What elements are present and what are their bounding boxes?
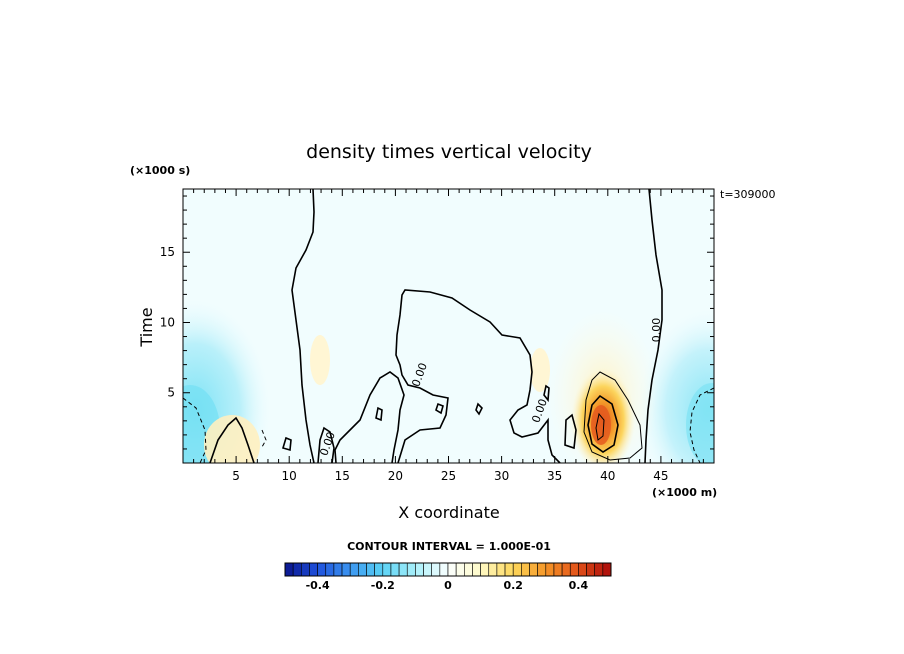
colorbar-cell <box>374 562 384 577</box>
colorbar-cell <box>406 562 416 577</box>
y-axis-label: Time <box>137 307 156 347</box>
zero-contour-lobe <box>334 371 405 463</box>
colorbar-cell <box>529 562 538 577</box>
colorbar-cell <box>447 562 457 577</box>
contour-interval-label: CONTOUR INTERVAL = 1.000E-01 <box>347 540 551 553</box>
field-warm-left <box>204 415 260 463</box>
plot-area: 0.00 0.00 0.00 0.00 <box>183 189 714 463</box>
axis-tick-labels: 5 10 15 20 25 30 35 40 45 5 10 15 <box>160 245 669 483</box>
zero-contour-small-5 <box>543 384 550 403</box>
colorbar-tick-label: 0 <box>444 579 452 592</box>
x-tick-label: 35 <box>547 469 562 483</box>
colorbar-cell <box>415 562 424 577</box>
zero-contour-right <box>644 189 663 463</box>
colorbar-cell <box>317 562 327 577</box>
field-warm-mid <box>310 335 330 385</box>
zero-contour-small-8 <box>435 402 444 415</box>
zero-contour-left <box>291 189 315 463</box>
contour-pos-3 <box>595 412 605 441</box>
colorbar-cell <box>496 562 506 577</box>
colorbar-cell <box>553 562 563 577</box>
colorbar-cell <box>504 562 514 577</box>
colorbar-cell <box>366 562 375 577</box>
colorbar-cell <box>537 562 547 577</box>
colorbar-cell <box>472 562 481 577</box>
colorbar-cell <box>455 562 465 577</box>
x-axis-label: X coordinate <box>398 503 499 522</box>
colorbar-cell <box>439 562 449 577</box>
colorbar-cell <box>586 562 595 577</box>
contour-neg-left-2 <box>261 429 267 448</box>
contour-label-group: 0.00 0.00 0.00 0.00 <box>317 318 663 458</box>
colorbar-cell <box>398 562 408 577</box>
colorbar-tick-label: 0.4 <box>569 579 589 592</box>
x-tick-label: 40 <box>600 469 615 483</box>
colorbar-cell <box>569 562 579 577</box>
contour-label: 0.00 <box>650 318 663 343</box>
contour-pos-1 <box>583 371 643 461</box>
colorbar-cell <box>382 562 392 577</box>
colorbar-cell <box>349 562 359 577</box>
zero-contour-small-6 <box>475 402 483 416</box>
zero-contour-central <box>395 289 561 463</box>
chart-title: density times vertical velocity <box>306 141 592 163</box>
colorbar-cell <box>488 562 498 577</box>
x-tick-label: 30 <box>494 469 509 483</box>
colorbar-cell <box>545 562 555 577</box>
zero-contour-small-4 <box>564 413 577 450</box>
colorbar-tick-labels: -0.4 -0.2 0 0.2 0.4 <box>306 579 589 592</box>
colorbar-cell <box>431 562 441 577</box>
y-tick-label: 10 <box>160 315 175 329</box>
zero-contour-small-7 <box>375 406 383 422</box>
colorbar-tick-label: -0.4 <box>306 579 330 592</box>
colorbar-cell <box>333 562 343 577</box>
colorbar-cell <box>480 562 490 577</box>
colorbar-cell <box>309 562 318 577</box>
x-tick-label: 20 <box>388 469 403 483</box>
zero-contour-small-2 <box>317 426 335 463</box>
time-stamp: t=309000 <box>720 188 776 201</box>
colorbar-cell <box>561 562 571 577</box>
field-warm-peak-core <box>591 405 611 445</box>
contour-pos-2 <box>587 394 619 453</box>
colorbar-cell <box>594 562 604 577</box>
zero-contour-small-1 <box>209 416 255 463</box>
contour-neg-right <box>689 387 714 463</box>
y-unit-label: (×1000 s) <box>130 164 190 177</box>
colorbar-cell <box>341 562 351 577</box>
zero-contour-small-3 <box>282 436 292 452</box>
colorbar-cell <box>463 562 473 577</box>
y-tick-label: 15 <box>160 245 175 259</box>
y-tick-label: 5 <box>167 386 175 400</box>
colorbar-cell <box>521 562 530 577</box>
x-tick-label: 5 <box>232 469 240 483</box>
colorbar-tick-label: 0.2 <box>503 579 523 592</box>
colorbar-cell <box>358 562 367 577</box>
field-cold-right-core <box>686 383 714 463</box>
colorbar-cell <box>292 562 302 577</box>
colorbar-cell <box>300 562 310 577</box>
contour-neg-left <box>183 397 207 463</box>
colorbar-cell <box>325 562 335 577</box>
x-tick-label: 25 <box>441 469 456 483</box>
x-unit-label: (×1000 m) <box>652 486 717 499</box>
colorbar-cell <box>423 562 432 577</box>
field-warm-mid2 <box>530 348 550 392</box>
colorbar-cell <box>602 562 612 577</box>
colorbar-cell <box>390 562 400 577</box>
colorbar-frame <box>284 562 612 577</box>
colorbar-tick-label: -0.2 <box>371 579 395 592</box>
colorbar-cell <box>284 562 294 577</box>
colorbar <box>284 562 612 577</box>
colorbar-cell <box>578 562 587 577</box>
x-tick-label: 10 <box>282 469 297 483</box>
x-tick-label: 45 <box>653 469 668 483</box>
axis-ticks <box>183 189 714 463</box>
x-tick-label: 15 <box>335 469 350 483</box>
colorbar-cell <box>512 562 522 577</box>
